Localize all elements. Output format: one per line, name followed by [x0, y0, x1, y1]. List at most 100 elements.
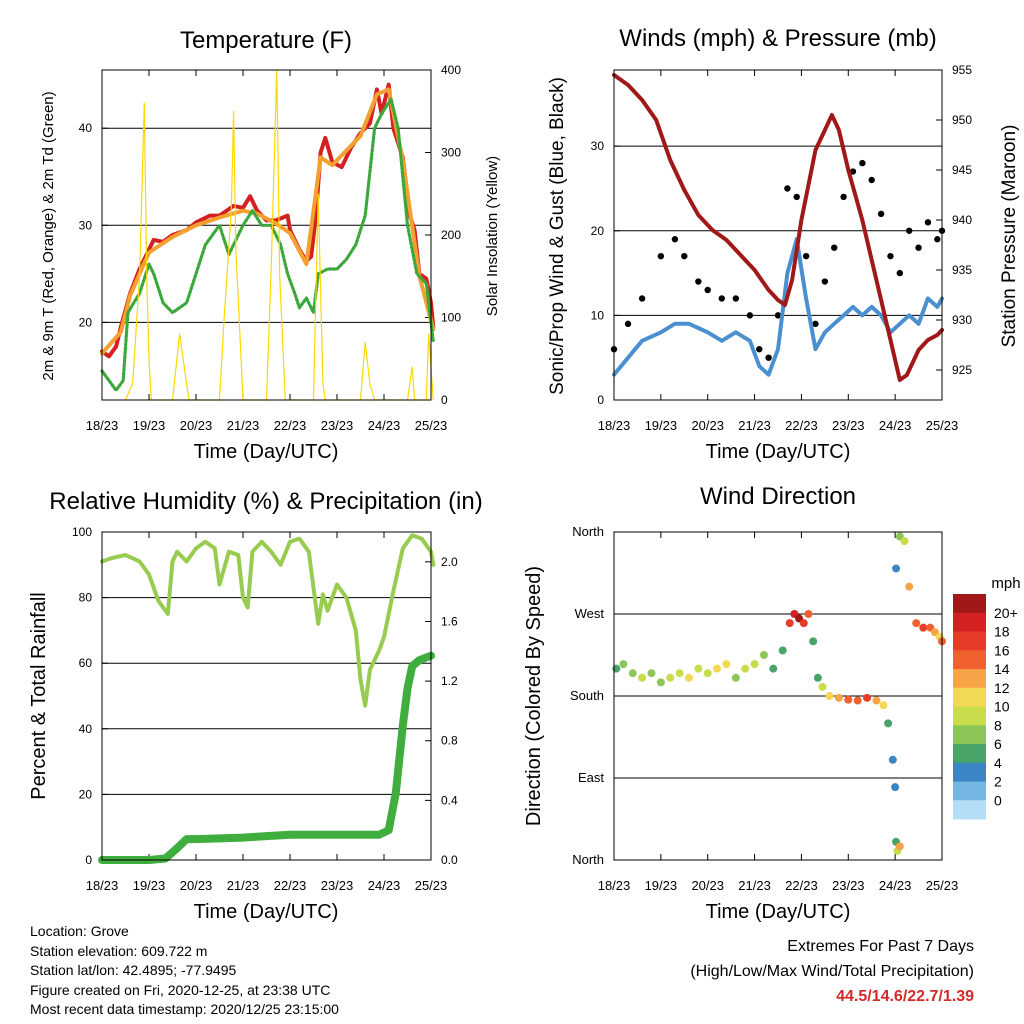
direction-point [905, 582, 914, 591]
direction-point [879, 701, 888, 710]
y2-tick-label: 925 [952, 363, 972, 377]
x-tick-label: 22/23 [785, 418, 818, 433]
direction-point [759, 651, 768, 659]
location-text: Location: Grove [30, 923, 129, 939]
direction-point [853, 696, 862, 705]
x-tick-label: 25/23 [415, 418, 448, 433]
direction-point [675, 669, 684, 678]
direction-point [741, 664, 750, 673]
y-tick-label: 40 [79, 121, 93, 135]
gust-point [924, 219, 932, 226]
gust-point [849, 168, 857, 175]
direction-point [750, 660, 759, 669]
y2-tick-label: 100 [441, 311, 461, 325]
gust-point [671, 236, 679, 243]
humidity-title: Relative Humidity (%) & Precipitation (i… [49, 488, 482, 515]
y2-tick-label: 945 [952, 163, 972, 177]
direction-point [809, 637, 818, 646]
x-tick-label: 23/23 [832, 878, 865, 893]
direction-point [656, 678, 665, 687]
legend-label: 2 [994, 774, 1002, 790]
direction-point [895, 842, 904, 851]
station-info: Location: Grove Station elevation: 609.7… [30, 922, 339, 1020]
x-tick-label: 20/23 [691, 878, 724, 893]
x-tick-label: 21/23 [738, 418, 771, 433]
gust-point [704, 286, 711, 294]
direction-point [778, 646, 787, 655]
x-tick-label: 19/23 [133, 878, 166, 893]
direction-point [731, 673, 740, 682]
y2-tick-label: 940 [952, 213, 972, 227]
winds-plot: 0 10 20 30 925 930 935 940 945 950 955 18/23 19/23 20… [591, 63, 973, 433]
gust-point [887, 252, 894, 260]
y2-tick-label: 955 [952, 63, 972, 77]
direction-point [804, 610, 813, 618]
y-tick-label: 100 [72, 525, 92, 539]
x-tick-label: 18/23 [86, 418, 119, 433]
y2-tick-label: 0.4 [441, 793, 458, 807]
direction-point [872, 696, 881, 705]
gust-point [732, 295, 740, 302]
direction-point [834, 693, 843, 702]
legend-label: 20+ [994, 605, 1018, 621]
direction-point [888, 755, 897, 764]
timestamp-text: Most recent data timestamp: 2020/12/25 2… [30, 1001, 339, 1017]
temperature-ylabel-right: Solar Insolation (Yellow) [484, 156, 501, 316]
direction-point [638, 673, 647, 682]
x-tick-label: 25/23 [926, 418, 959, 433]
series-line-2 [100, 97, 435, 392]
direction-point [863, 693, 872, 702]
temperature-ylabel-left: 2m & 9m T (Red, Orange) & 2m Td (Green) [40, 91, 57, 380]
x-tick-label: 19/23 [645, 878, 678, 893]
x-tick-label: 22/23 [785, 878, 818, 893]
y-tick-label: South [570, 688, 604, 703]
gust-point [915, 244, 922, 251]
y-tick-label: 60 [79, 656, 93, 670]
y2-tick-label: 0.0 [441, 853, 458, 867]
series-line-1 [100, 87, 436, 356]
y-tick-label: West [575, 606, 605, 621]
direction-point [813, 673, 822, 682]
gust-point [657, 252, 665, 260]
gust-point [896, 269, 904, 277]
winds-title: Winds (mph) & Pressure (mb) [619, 25, 936, 52]
gust-point [868, 176, 875, 184]
x-tick-label: 18/23 [598, 878, 631, 893]
y2-tick-label: 935 [952, 263, 972, 277]
legend-swatch [953, 612, 986, 632]
y2-tick-label: 1.6 [441, 614, 458, 628]
y2-tick-label: 950 [952, 113, 972, 127]
winds-ylabel-left: Sonic/Prop Wind & Gust (Blue, Black) [547, 77, 568, 395]
plot-frame [613, 531, 943, 861]
gust-point [765, 354, 772, 361]
speed-legend: mph 20+ 18 16 14 12 10 8 6 4 2 0 [953, 575, 1021, 820]
legend-swatch [953, 687, 986, 707]
gust-point [638, 295, 646, 302]
legend-label: 14 [994, 661, 1010, 677]
y-tick-label: 80 [79, 591, 93, 605]
created-text: Figure created on Fri, 2020-12-25, at 23… [30, 981, 331, 998]
y2-tick-label: 400 [441, 63, 461, 77]
series-line-1 [98, 651, 435, 864]
x-tick-label: 24/23 [368, 418, 401, 433]
legend-swatch [953, 800, 986, 820]
gust-point [746, 312, 754, 319]
direction-point [892, 564, 901, 573]
direction-plot: North East South West North 18/23 19/23 20/23 21… [570, 524, 958, 893]
y2-tick-label: 2.0 [441, 555, 458, 569]
gust-point [831, 244, 838, 251]
x-tick-label: 23/23 [321, 418, 354, 433]
y-tick-label: North [572, 852, 604, 867]
extremes-values: 44.5/14.6/22.7/1.39 [836, 988, 974, 1005]
y-tick-label: 0 [597, 393, 604, 407]
gust-point [756, 346, 763, 353]
y2-tick-label: 200 [441, 228, 461, 242]
y-tick-label: 0 [85, 853, 92, 867]
direction-point [818, 682, 827, 691]
legend-label: 12 [994, 680, 1010, 696]
legend-label: 0 [994, 792, 1002, 808]
series-line-2 [612, 73, 944, 382]
extremes-subheading: (High/Low/Max Wind/Total Precipitation) [690, 963, 974, 980]
gust-point [859, 159, 866, 167]
